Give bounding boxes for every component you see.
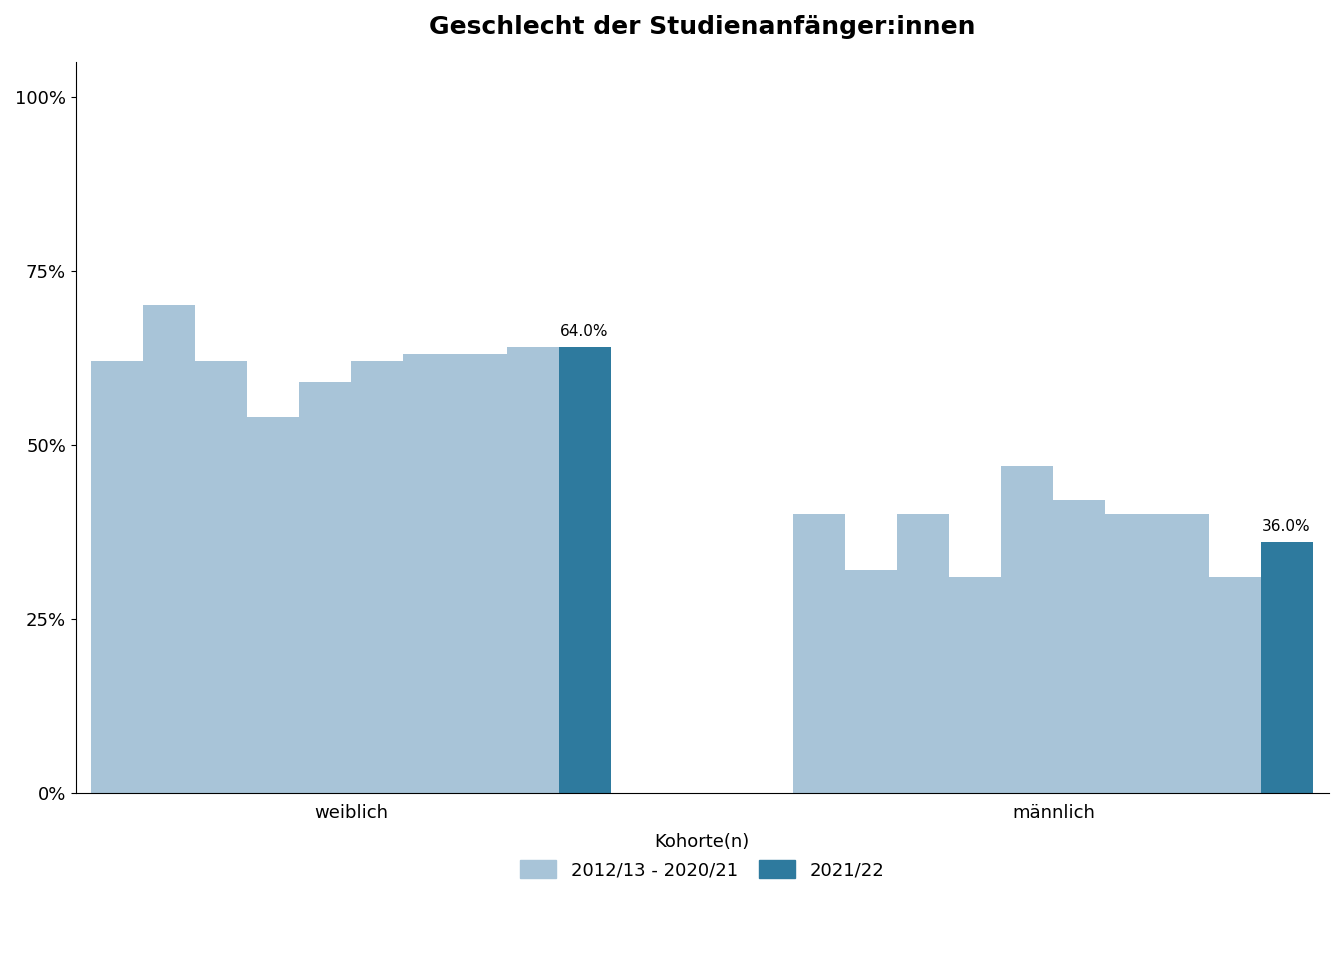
Bar bbox=[845, 570, 898, 793]
Bar bbox=[351, 361, 403, 793]
Bar bbox=[300, 382, 351, 793]
Bar bbox=[144, 305, 195, 793]
Bar bbox=[898, 515, 949, 793]
Text: 36.0%: 36.0% bbox=[1262, 519, 1310, 534]
Text: 64.0%: 64.0% bbox=[560, 324, 609, 339]
Bar bbox=[949, 577, 1001, 793]
Bar bbox=[91, 361, 144, 793]
Bar bbox=[559, 348, 612, 793]
Bar bbox=[793, 515, 845, 793]
Bar bbox=[247, 417, 300, 793]
Bar bbox=[1262, 542, 1313, 793]
Bar bbox=[1001, 466, 1054, 793]
Legend: 2012/13 - 2020/21, 2021/22: 2012/13 - 2020/21, 2021/22 bbox=[513, 826, 892, 886]
Bar bbox=[1157, 515, 1210, 793]
Bar bbox=[507, 348, 559, 793]
Bar bbox=[403, 354, 456, 793]
Bar bbox=[456, 354, 507, 793]
Bar bbox=[1105, 515, 1157, 793]
Title: Geschlecht der Studienanfänger:innen: Geschlecht der Studienanfänger:innen bbox=[429, 15, 976, 39]
Bar bbox=[1210, 577, 1262, 793]
Bar bbox=[195, 361, 247, 793]
Bar bbox=[1054, 500, 1105, 793]
